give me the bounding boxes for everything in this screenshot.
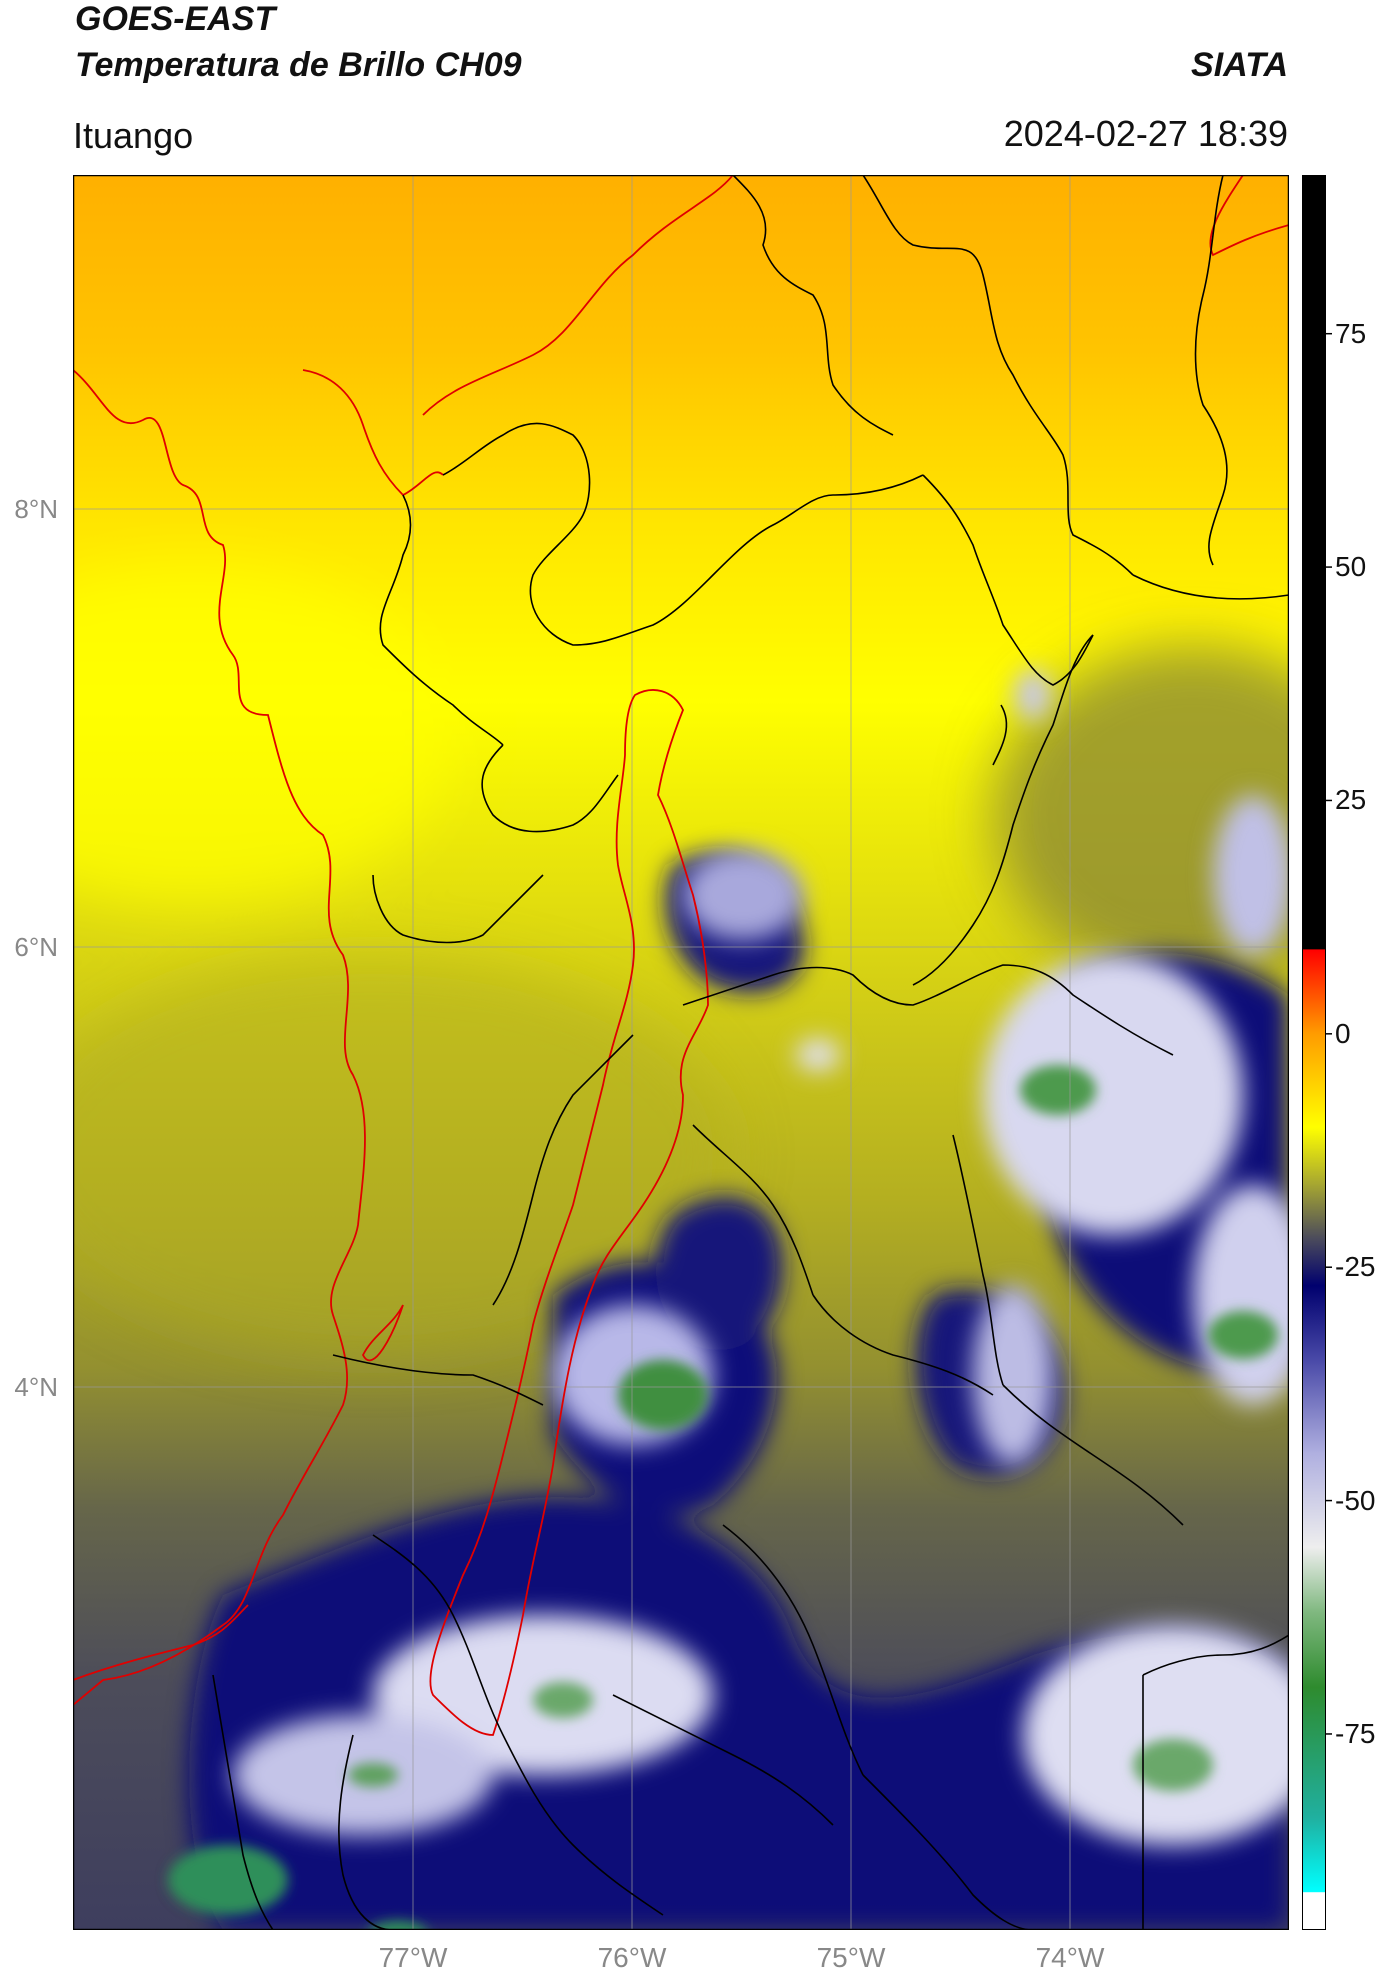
lon-tick-76w: 76°W [597, 1942, 667, 1973]
colorbar-tick-label: -50 [1335, 1484, 1376, 1516]
brightness-temperature-map [73, 175, 1289, 1930]
datetime-label: 2024-02-27 18:39 [1003, 113, 1288, 154]
lon-tick-75w: 75°W [816, 1942, 886, 1973]
cloud-field-bright [233, 669, 1289, 1845]
colorbar-tick-label: 75 [1335, 317, 1367, 349]
graticule [73, 175, 1289, 1930]
colorbar-tick-label: 50 [1335, 551, 1367, 583]
colorbar-tick-label: 25 [1335, 784, 1367, 816]
title-product: Temperatura de Brillo CH09 [75, 46, 522, 84]
lon-tick-74w: 74°W [1035, 1942, 1105, 1973]
title-satellite: GOES-EAST [75, 0, 276, 38]
colorbar-frame [1302, 175, 1326, 1930]
colorbar-tick-label: 0 [1335, 1017, 1351, 1049]
administrative-boundaries [212, 175, 1289, 1930]
lat-tick-4n: 4°N [14, 1372, 58, 1402]
lat-tick-8n: 8°N [14, 494, 58, 524]
colorbar-ramp [1302, 175, 1326, 1930]
cloud-field-coldest [168, 1065, 1278, 1930]
colorbar-tick-label: -25 [1335, 1251, 1376, 1283]
lon-tick-77w: 77°W [378, 1942, 448, 1973]
department-boundary-red [429, 689, 709, 1736]
colorbar-tick-label: -75 [1335, 1717, 1376, 1749]
coastline [73, 175, 1289, 1706]
lat-tick-6n: 6°N [14, 932, 58, 962]
map-frame [73, 175, 1289, 1930]
brand-label: SIATA [1191, 46, 1288, 84]
colorbar [1302, 175, 1332, 1930]
location-label: Ituango [73, 115, 194, 156]
